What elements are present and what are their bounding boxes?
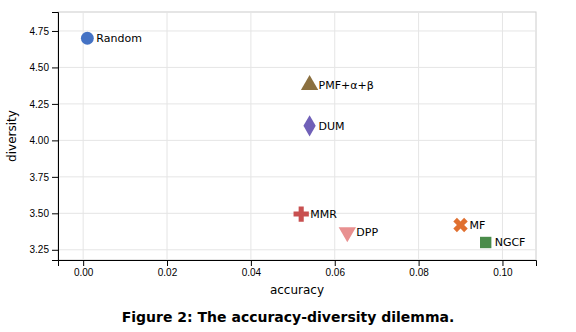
- y-axis-tick-label: 4.00: [30, 135, 50, 146]
- chart: 0.00 0.02 0.04 0.06 0.08 0.10 3.25 3.50 3.75 4.00…: [0, 0, 576, 332]
- y-axis-tick-mark: [52, 104, 58, 105]
- y-axis-tick: 4.75: [30, 26, 58, 37]
- x-axis-tick-mark: [251, 260, 252, 266]
- y-axis-tick: 3.75: [30, 172, 58, 183]
- y-axis-tick-mark: [52, 140, 58, 141]
- x-axis-tick-mark: [335, 260, 336, 266]
- point-labels: Random PMF+α+β DUM MMR DPP MF NGCF: [96, 32, 525, 249]
- point: [301, 75, 318, 90]
- y-axis-tick: 3.25: [30, 244, 58, 255]
- point-label: DPP: [356, 226, 378, 239]
- y-axis-line: [52, 13, 59, 261]
- point: [303, 115, 315, 136]
- x-axis-tick-label: 0.10: [493, 267, 513, 278]
- grid-line-y: [58, 249, 536, 250]
- y-axis-tick-label: 3.75: [30, 172, 50, 183]
- x-axis-tick-label: 0.02: [158, 267, 178, 278]
- point: [480, 237, 491, 248]
- y-axis-tick: 4.25: [30, 99, 58, 110]
- point-label: DUM: [319, 120, 345, 133]
- y-axis-tick-mark: [52, 250, 58, 251]
- y-axis-tick-mark: [52, 177, 58, 178]
- x-axis: 0.00 0.02 0.04 0.06 0.08 0.10: [59, 260, 537, 278]
- grid-line-x: [167, 12, 168, 260]
- y-axis-tick-label: 4.50: [30, 62, 50, 73]
- grid-line-x: [418, 12, 419, 260]
- y-axis-tick-label: 3.25: [30, 244, 50, 255]
- y-axis-tick-label: 4.25: [30, 99, 50, 110]
- grid-line-x: [250, 12, 251, 260]
- grid: [58, 12, 536, 260]
- x-axis-tick: 0.04: [242, 260, 262, 278]
- y-axis-title: diversity: [5, 110, 19, 162]
- x-axis-title: accuracy: [270, 283, 324, 297]
- x-axis-tick: 0.08: [409, 260, 429, 278]
- point: [81, 32, 94, 45]
- point: [339, 227, 356, 242]
- y-axis-tick-label: 4.75: [30, 26, 50, 37]
- point-label: PMF+α+β: [319, 79, 374, 92]
- x-axis-tick-mark: [167, 260, 168, 266]
- grid-line-y: [58, 67, 536, 68]
- x-axis-tick-label: 0.06: [326, 267, 346, 278]
- x-axis-tick-label: 0.04: [242, 267, 262, 278]
- y-axis-tick-label: 3.50: [30, 208, 50, 219]
- y-axis-tick: 3.50: [30, 208, 58, 219]
- x-axis-tick-label: 0.00: [74, 267, 94, 278]
- x-axis-tick: 0.06: [326, 260, 346, 278]
- point-label: Random: [96, 32, 142, 45]
- point-label: NGCF: [495, 236, 526, 249]
- grid-line-y: [58, 140, 536, 141]
- grid-line-x: [334, 12, 335, 260]
- points: [81, 32, 491, 248]
- plot: 0.00 0.02 0.04 0.06 0.08 0.10 3.25 3.50 3.75 4.00…: [30, 12, 537, 278]
- title: Figure 2: The accuracy-diversity dilemma…: [122, 309, 455, 325]
- point-label: MF: [470, 219, 486, 232]
- x-axis-tick-mark: [502, 260, 503, 266]
- point: [294, 206, 309, 221]
- y-axis-tick-mark: [52, 31, 58, 32]
- y-axis-tick: 4.00: [30, 135, 58, 146]
- grid-line-y: [58, 176, 536, 177]
- y-axis-tick-mark: [52, 67, 58, 68]
- x-axis-tick-label: 0.08: [409, 267, 429, 278]
- y-axis-tick-mark: [52, 213, 58, 214]
- y-axis-tick: 4.50: [30, 62, 58, 73]
- x-axis-tick: 0.02: [158, 260, 178, 278]
- grid-line-x: [83, 12, 84, 260]
- plot-frame: [58, 12, 536, 260]
- x-axis-line: [59, 261, 537, 267]
- point-label: MMR: [310, 208, 337, 221]
- grid-line-x: [502, 12, 503, 260]
- x-axis-tick: 0.00: [74, 260, 94, 278]
- y-axis: 3.25 3.50 3.75 4.00 4.25 4.50 4.75: [30, 13, 59, 261]
- grid-line-y: [58, 103, 536, 104]
- x-axis-tick-mark: [83, 260, 84, 266]
- x-axis-tick: 0.10: [493, 260, 513, 278]
- point: [450, 214, 472, 236]
- x-axis-tick-mark: [419, 260, 420, 266]
